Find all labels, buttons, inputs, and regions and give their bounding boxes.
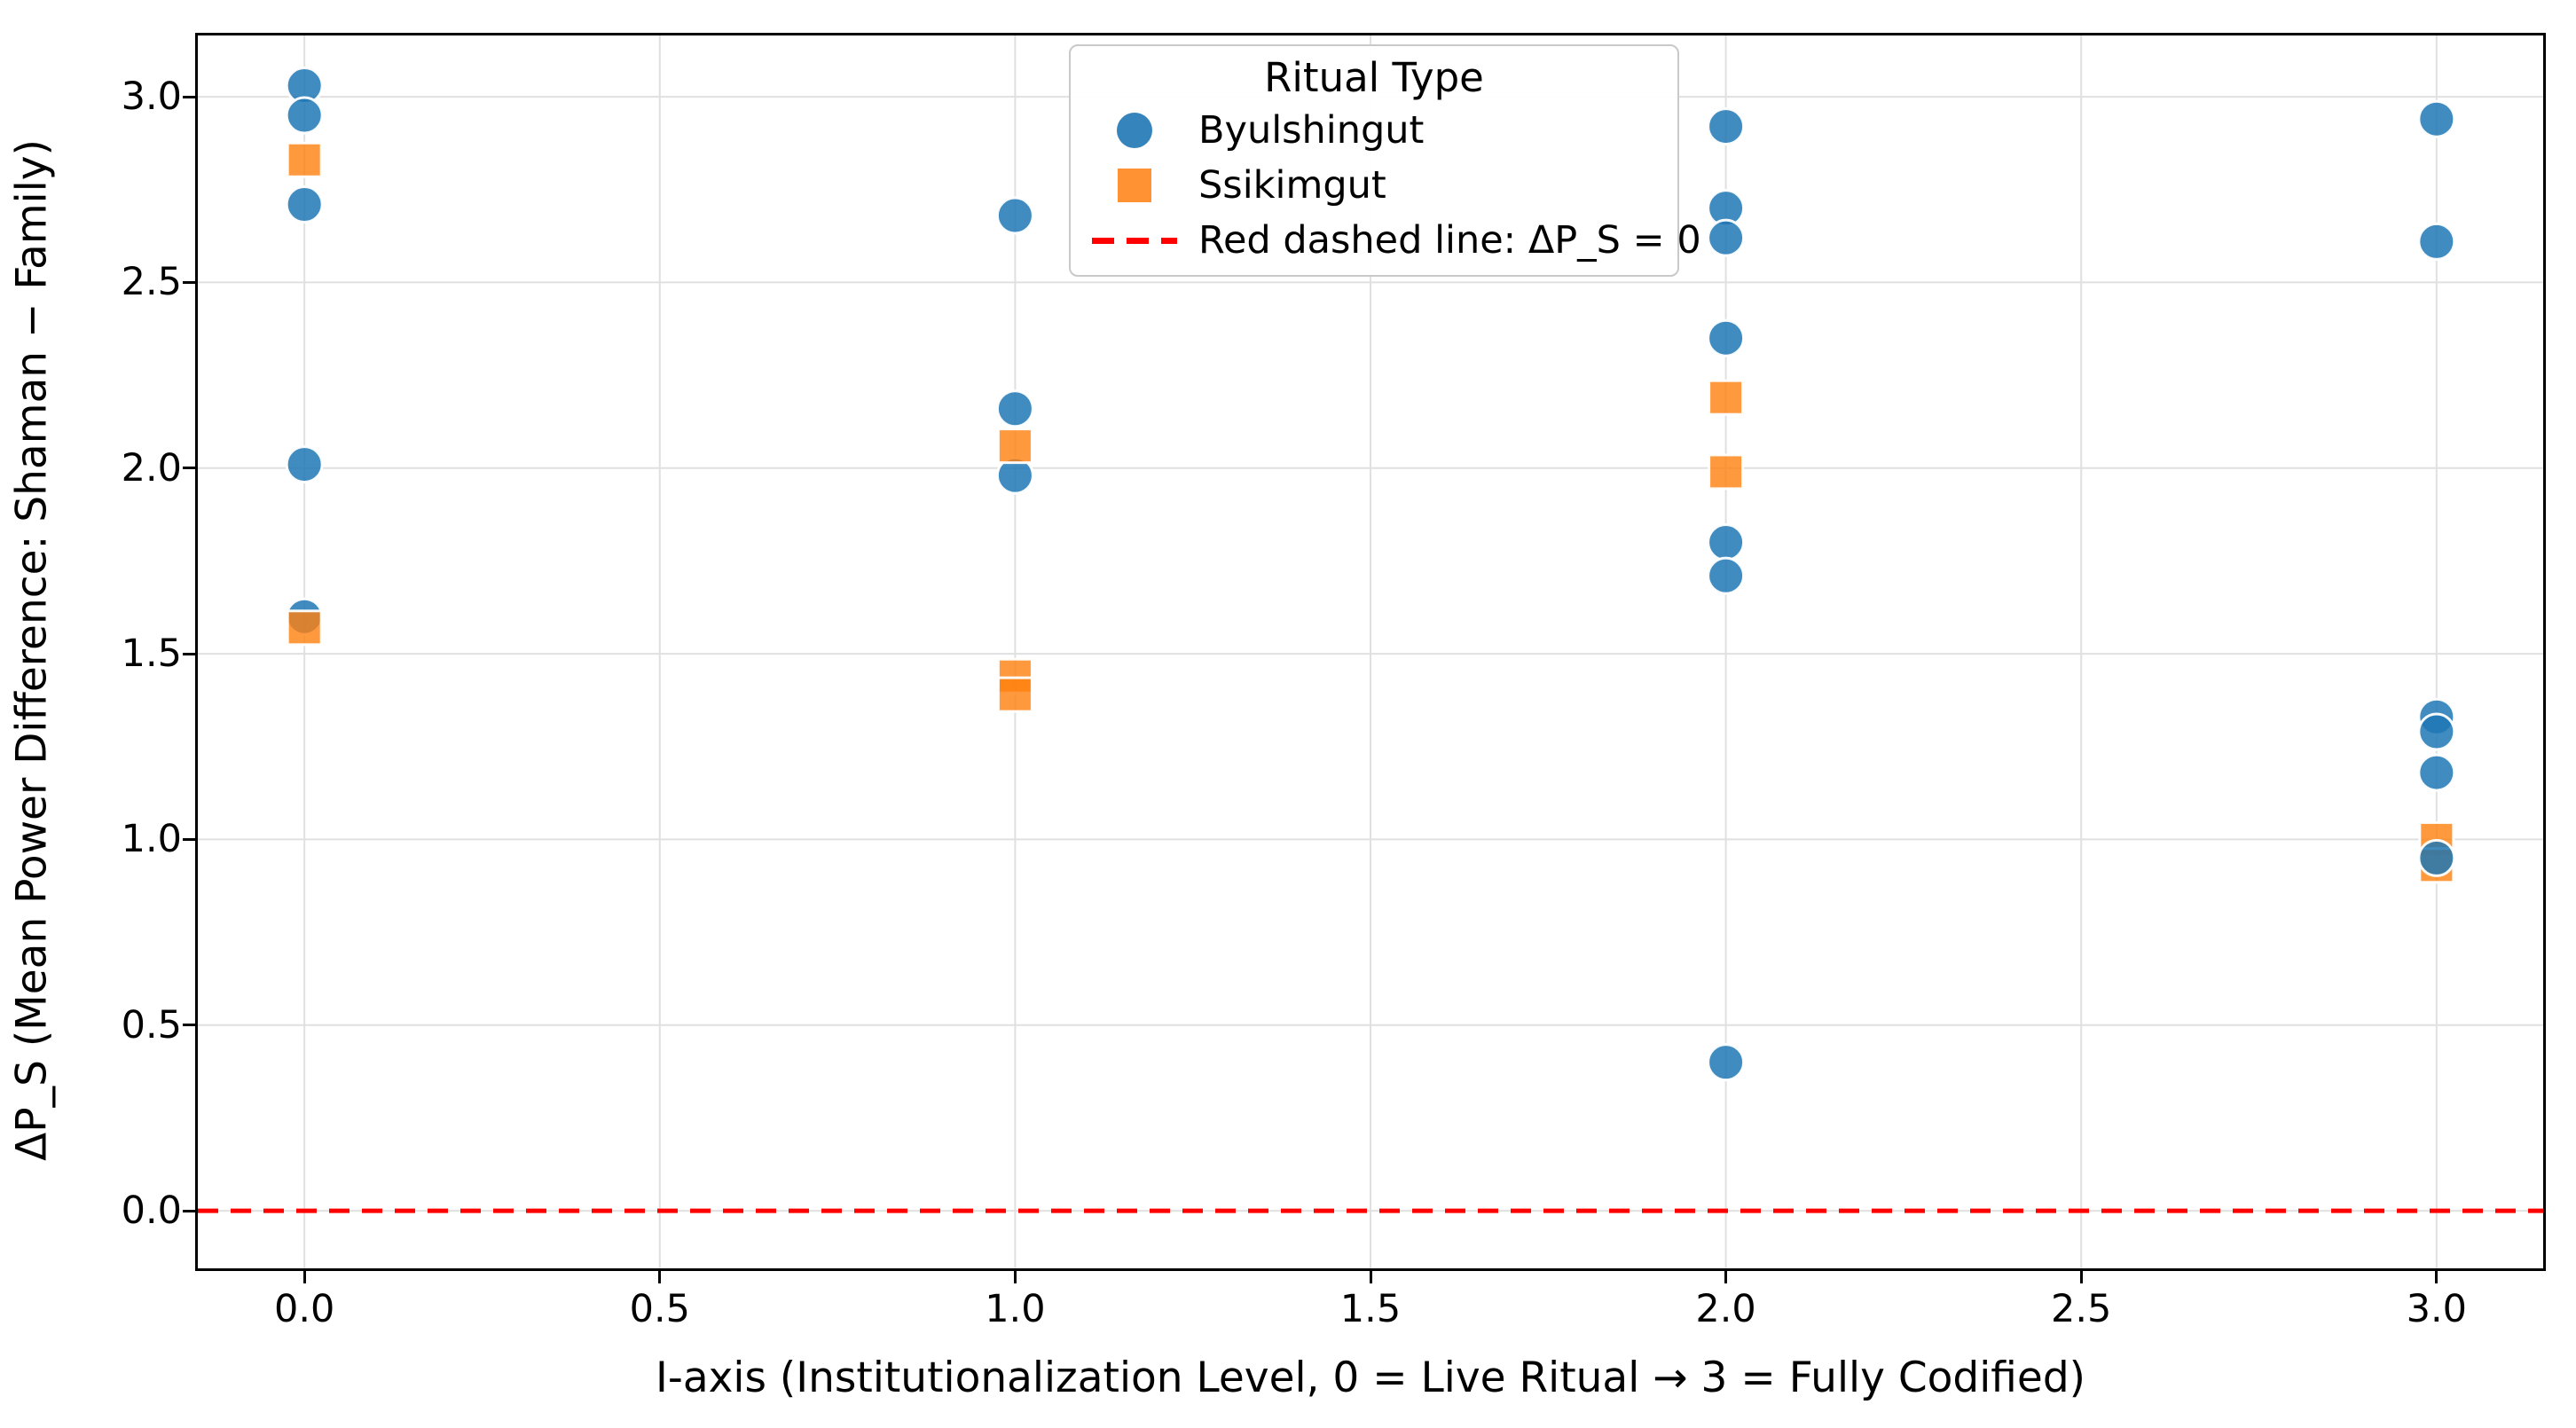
data-point-byulshingut [2417,753,2456,792]
plot-canvas [198,35,2543,1268]
y-tick-mark [183,1024,195,1027]
data-point-byulshingut [2417,838,2456,877]
x-tick-mark [658,1271,662,1283]
data-point-ssikimgut [286,609,323,647]
data-point-ssikimgut [1708,453,1745,490]
y-tick-mark [183,95,195,98]
legend-entry-label: Byulshingut [1198,108,1425,153]
data-point-byulshingut [2417,712,2456,751]
legend-entry-byulshingut: Byulshingut [1092,103,1656,158]
x-tick-mark [1369,1271,1372,1283]
legend-title: Ritual Type [1264,54,1484,101]
x-axis-title: I-axis (Institutionalization Level, 0 = … [656,1353,2085,1402]
data-point-byulshingut [1707,107,1746,146]
data-point-byulshingut [2417,222,2456,261]
data-point-byulshingut [285,96,324,135]
dashed-line-icon [1092,237,1177,244]
x-tick-label: 3.0 [2406,1287,2468,1331]
data-point-byulshingut [1707,318,1746,357]
data-point-ssikimgut [996,676,1033,713]
data-point-byulshingut [285,445,324,484]
data-point-byulshingut [1707,218,1746,257]
y-tick-mark [183,467,195,470]
legend-swatch-box [1092,237,1177,244]
legend-entry-ssikimgut: Ssikimgut [1092,158,1656,213]
data-point-byulshingut [995,389,1034,428]
x-tick-mark [302,1271,306,1283]
data-point-byulshingut [2417,99,2456,138]
y-tick-mark [183,652,195,655]
x-tick-label: 1.0 [985,1287,1046,1331]
y-tick-label: 3.0 [121,75,182,120]
legend-swatch-box [1092,169,1177,202]
data-point-byulshingut [1707,522,1746,561]
legend-entry-zero-line: Red dashed line: ΔP_S = 0 [1092,213,1701,268]
x-tick-label: 0.5 [629,1287,690,1331]
y-tick-label: 0.5 [121,1002,182,1047]
y-tick-mark [183,837,195,841]
x-tick-mark [1724,1271,1728,1283]
y-tick-mark [183,280,195,284]
x-tick-mark [1013,1271,1017,1283]
x-tick-label: 2.0 [1695,1287,1756,1331]
x-tick-mark [2435,1271,2439,1283]
data-point-byulshingut [1707,556,1746,595]
data-point-byulshingut [285,184,324,224]
x-tick-mark [2079,1271,2083,1283]
legend-swatch-box [1092,113,1177,148]
x-tick-label: 1.5 [1339,1287,1402,1331]
x-tick-label: 0.0 [273,1287,335,1331]
legend-entry-label: Red dashed line: ΔP_S = 0 [1198,218,1701,263]
data-point-ssikimgut [286,141,323,178]
y-tick-label: 2.5 [121,260,182,305]
y-tick-label: 1.5 [121,632,182,677]
y-tick-label: 1.0 [121,817,182,862]
y-tick-label: 0.0 [121,1189,182,1234]
data-point-ssikimgut [996,428,1033,465]
y-tick-mark [183,1209,195,1212]
legend-entry-label: Ssikimgut [1198,163,1386,208]
y-tick-label: 2.0 [121,445,182,490]
square-marker-icon [1118,169,1151,202]
data-point-byulshingut [1707,1043,1746,1082]
legend: Ritual Type Byulshingut Ssikimgut Red da… [1069,44,1701,277]
x-tick-label: 2.5 [2051,1287,2112,1331]
data-point-byulshingut [995,196,1034,235]
circle-marker-icon [1117,113,1152,148]
data-point-ssikimgut [1708,379,1745,416]
